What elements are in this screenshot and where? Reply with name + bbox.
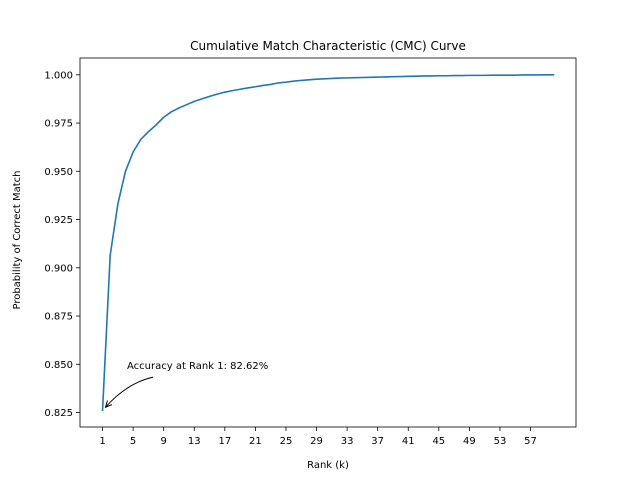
y-tick-label: 0.925 [44, 215, 73, 226]
x-tick-label: 33 [341, 436, 354, 447]
y-tick-label: 0.875 [44, 312, 73, 323]
x-tick-label: 29 [310, 436, 323, 447]
annotation-text: Accuracy at Rank 1: 82.62% [127, 361, 268, 372]
x-axis-label: Rank (k) [307, 460, 349, 471]
x-tick-label: 13 [188, 436, 201, 447]
annotation-arrow [105, 376, 154, 408]
x-tick-label: 9 [160, 436, 166, 447]
x-tick-label: 49 [463, 436, 476, 447]
x-tick-label: 41 [402, 436, 415, 447]
annotation-arrow-head [104, 400, 113, 409]
x-tick-label: 21 [249, 436, 262, 447]
x-tick-label: 37 [371, 436, 384, 447]
plot-area: 1 5 9 13 17 21 25 29 33 37 41 45 49 53 57 0.825 0.850 0.8… [44, 57, 577, 447]
y-tick-label: 0.825 [44, 408, 73, 419]
y-tick-label: 0.900 [44, 263, 73, 274]
series-line-0 [101, 73, 555, 412]
chart-title: Cumulative Match Characteristic (CMC) Cu… [190, 39, 466, 53]
x-tick-label: 45 [432, 436, 445, 447]
x-tick-label: 53 [494, 436, 507, 447]
axes-frame [79, 57, 577, 428]
x-tick-label: 5 [130, 436, 136, 447]
y-tick-label: 0.950 [44, 167, 73, 178]
y-tick-label: 0.850 [44, 360, 73, 371]
y-tick-label: 1.000 [44, 70, 73, 81]
y-tick-label: 0.975 [44, 119, 73, 130]
x-tick-label: 1 [99, 436, 105, 447]
y-axis-label: Probability of Correct Match [12, 170, 23, 309]
x-tick-label: 17 [218, 436, 231, 447]
x-tick-label: 57 [524, 436, 537, 447]
x-tick-label: 25 [280, 436, 293, 447]
